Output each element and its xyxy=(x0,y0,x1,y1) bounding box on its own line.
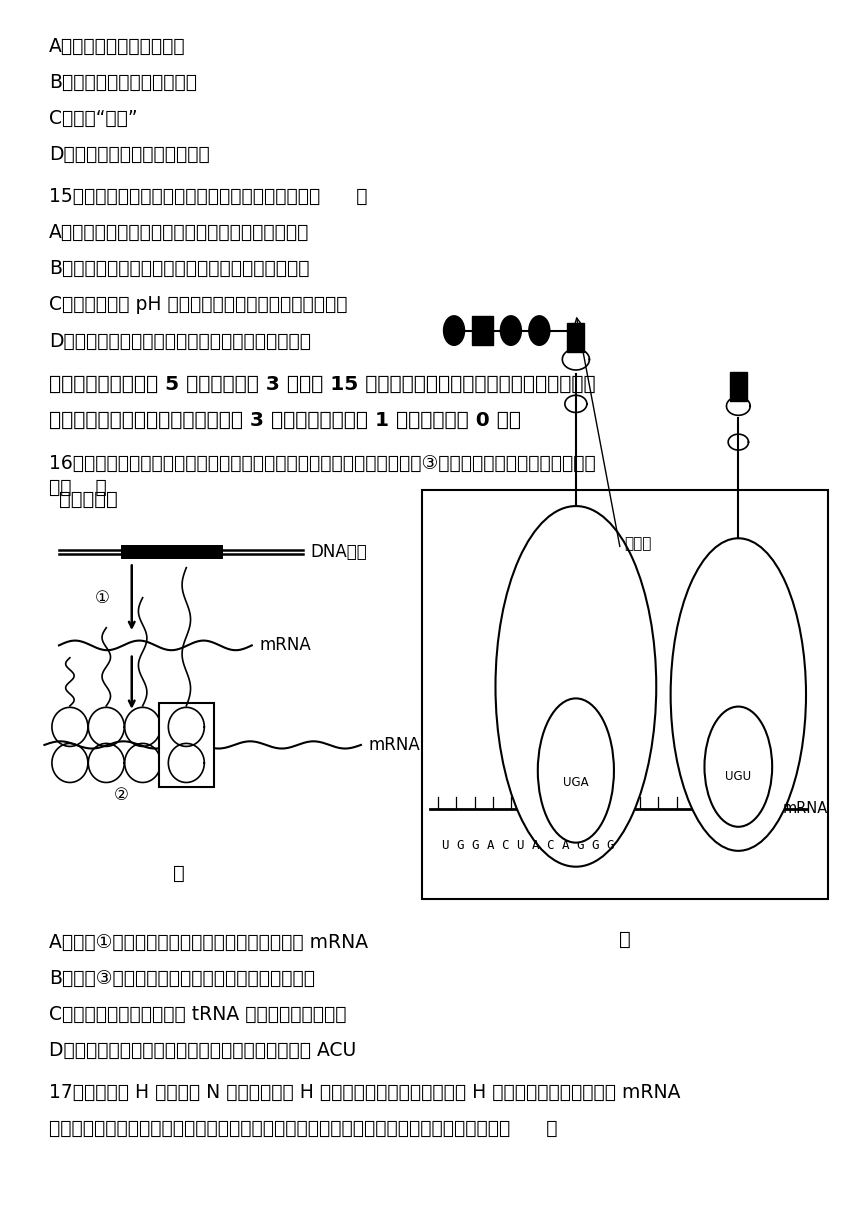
Text: mRNA: mRNA xyxy=(259,636,310,654)
Bar xyxy=(730,372,746,401)
Bar xyxy=(121,545,223,559)
Text: D．细胞外液渗透压的大小主要受蛋白质含量的影响: D．细胞外液渗透压的大小主要受蛋白质含量的影响 xyxy=(49,332,311,350)
Text: 苏氨酸: 苏氨酸 xyxy=(624,536,652,551)
Text: B．长期大量饮用碳酸饮料可能会影响内环境的稳态: B．长期大量饮用碳酸饮料可能会影响内环境的稳态 xyxy=(49,259,310,278)
Text: 16．图甲是胰岛素基因控制合成胰岛素的部分示意图，图乙是图甲中过程③的局部放大图。下列叙述正确的: 16．图甲是胰岛素基因控制合成胰岛素的部分示意图，图乙是图甲中过程③的局部放大图… xyxy=(49,454,596,473)
Text: A．内环境稳态包括渗透压、酸碱度和温度的稳定等: A．内环境稳态包括渗透压、酸碱度和温度的稳定等 xyxy=(49,224,310,242)
Ellipse shape xyxy=(671,539,806,851)
Text: mRNA: mRNA xyxy=(783,801,828,816)
Text: C．正常人血浆 pH 维持稳定与血浆含有的缓冲物质有关: C．正常人血浆 pH 维持稳定与血浆含有的缓冲物质有关 xyxy=(49,295,347,315)
Text: UGA: UGA xyxy=(563,776,589,789)
Bar xyxy=(421,490,827,899)
Text: mRNA: mRNA xyxy=(368,736,420,754)
Text: UGU: UGU xyxy=(725,770,752,783)
Bar xyxy=(568,323,584,353)
Ellipse shape xyxy=(495,506,656,867)
Text: U G G A C U A C A G G G: U G G A C U A C A G G G xyxy=(442,839,614,852)
Text: 二、选择题：本题共 5 小题，每小题 3 分，共 15 分。在每小题给出的四个选项中，有一项或: 二、选择题：本题共 5 小题，每小题 3 分，共 15 分。在每小题给出的四个选… xyxy=(49,375,596,394)
Text: C．感冒“发烧”: C．感冒“发烧” xyxy=(49,109,138,128)
Ellipse shape xyxy=(704,706,772,827)
Ellipse shape xyxy=(538,698,614,843)
Text: 胰岛素基因: 胰岛素基因 xyxy=(59,490,118,508)
Circle shape xyxy=(529,316,550,345)
Text: 17．已知基因 H 指导蛋白 N 的合成，基因 H 发生了三种类型的突变，基因 H 和突变后的基因所转录的 mRNA: 17．已知基因 H 指导蛋白 N 的合成，基因 H 发生了三种类型的突变，基因 … xyxy=(49,1082,681,1102)
Text: 是（    ）: 是（ ） xyxy=(49,478,107,497)
Text: 15．下列关于人体内环境与稳态的说法，错误的是（      ）: 15．下列关于人体内环境与稳态的说法，错误的是（ ） xyxy=(49,187,368,207)
Text: 序列以及相关密码子如下表所示（表中未显示的序列均没有发生变化）。下列说法正确的是（      ）: 序列以及相关密码子如下表所示（表中未显示的序列均没有发生变化）。下列说法正确的是… xyxy=(49,1119,558,1138)
Text: A．过程①以胰岛素基因的任意一条链为模板合成 mRNA: A．过程①以胰岛素基因的任意一条链为模板合成 mRNA xyxy=(49,933,368,952)
Text: B．营养不良引起了组织水肿: B．营养不良引起了组织水肿 xyxy=(49,73,197,92)
Text: DNA分子: DNA分子 xyxy=(310,544,366,561)
Text: 甲: 甲 xyxy=(173,865,185,883)
Circle shape xyxy=(501,316,521,345)
Text: A．基因突变导致肿瘾出现: A．基因突变导致肿瘾出现 xyxy=(49,36,186,56)
Circle shape xyxy=(444,316,464,345)
Text: B．过程③中不同的核糖体上合成的蛋白质各不相同: B．过程③中不同的核糖体上合成的蛋白质各不相同 xyxy=(49,969,316,987)
Bar xyxy=(472,316,493,345)
Text: 乙: 乙 xyxy=(618,930,630,950)
Text: D．图乙中核糖体由左向右移动，苏氨酸的密码子是 ACU: D．图乙中核糖体由左向右移动，苏氨酸的密码子是 ACU xyxy=(49,1041,357,1060)
Text: 多项是符合题目要求的。全部选对得 3 分，选对但不全得 1 分，有选错得 0 分。: 多项是符合题目要求的。全部选对得 3 分，选对但不全得 1 分，有选错得 0 分… xyxy=(49,411,521,429)
Bar xyxy=(159,703,214,787)
Text: ①: ① xyxy=(95,589,110,607)
Text: ②: ② xyxy=(114,786,128,804)
Text: C．细胞内氨基酸的种类与 tRNA 的种类是一一对应的: C．细胞内氨基酸的种类与 tRNA 的种类是一一对应的 xyxy=(49,1004,347,1024)
Text: D．去西藏的人出现了高原反应: D．去西藏的人出现了高原反应 xyxy=(49,145,210,164)
